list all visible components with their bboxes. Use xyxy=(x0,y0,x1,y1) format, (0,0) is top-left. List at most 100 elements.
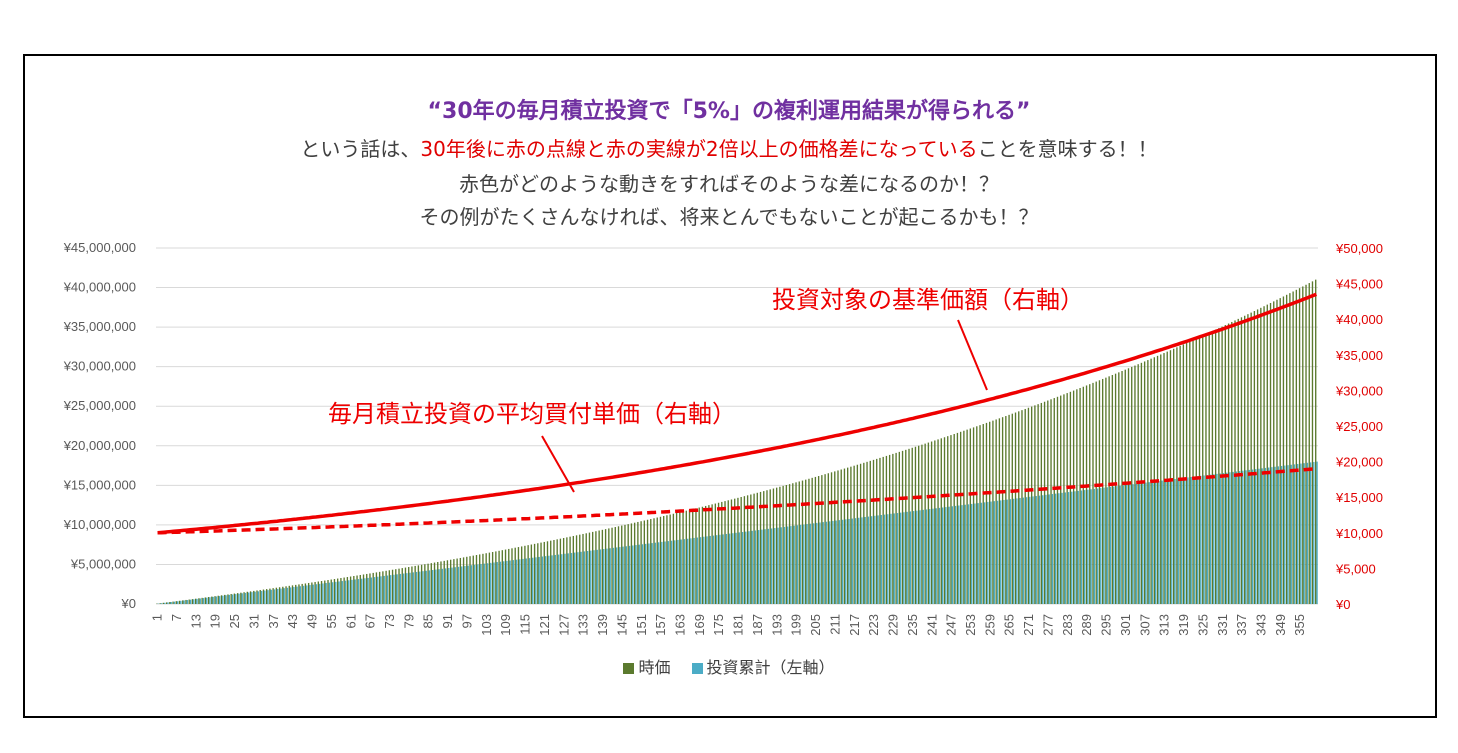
market-value-bar xyxy=(372,572,374,604)
invested-bar xyxy=(1193,476,1196,604)
market-value-bar xyxy=(921,444,923,604)
market-value-bar xyxy=(1030,406,1033,604)
market-value-bar xyxy=(1173,348,1175,604)
market-value-bar xyxy=(1163,353,1165,604)
market-value-bar xyxy=(785,485,788,604)
market-value-bar xyxy=(759,491,762,604)
invested-bar xyxy=(364,578,366,604)
invested-bar xyxy=(870,516,873,604)
x-tick-label: 271 xyxy=(1021,614,1036,636)
invested-bar xyxy=(251,592,253,604)
left-axis-ticks: ¥0 ¥5,000,000 ¥10,000,000 ¥15,000,000 ¥20,00… xyxy=(63,240,136,611)
market-value-bar xyxy=(1089,384,1091,604)
invested-bar xyxy=(893,513,895,604)
invested-bar xyxy=(796,525,799,604)
right-tick-label: ¥30,000 xyxy=(1335,383,1383,398)
invested-bar xyxy=(419,571,421,604)
market-value-bar xyxy=(679,512,681,604)
market-value-bar xyxy=(588,532,591,604)
annotation-base-price-leader xyxy=(957,319,988,391)
invested-bar xyxy=(693,537,695,604)
market-value-bar xyxy=(830,472,833,604)
invested-bar xyxy=(599,549,602,604)
market-value-bar xyxy=(188,599,190,604)
invested-bar xyxy=(745,531,747,604)
market-value-bar xyxy=(514,547,516,604)
legend: 時価 投資累計（左軸） xyxy=(0,654,1458,678)
invested-bar xyxy=(1222,473,1225,604)
invested-bar xyxy=(561,554,563,604)
invested-bar xyxy=(1258,468,1260,604)
market-value-bar xyxy=(734,498,736,604)
invested-bar xyxy=(1154,481,1157,604)
market-value-bar xyxy=(750,494,752,604)
x-tick-label: 229 xyxy=(886,614,901,636)
market-value-bar xyxy=(408,567,410,604)
invested-bar xyxy=(841,519,844,604)
market-value-bar xyxy=(1256,309,1259,604)
market-value-bar xyxy=(259,589,261,604)
market-value-bar xyxy=(272,588,274,604)
market-value-bar xyxy=(266,589,268,604)
invested-bar xyxy=(1042,495,1044,604)
invested-bar xyxy=(732,533,734,604)
market-value-bar xyxy=(491,552,494,604)
invested-bar xyxy=(1096,488,1099,604)
market-value-bar xyxy=(630,523,633,604)
invested-bar xyxy=(609,548,611,604)
market-value-bar xyxy=(356,575,358,604)
market-value-bar xyxy=(475,555,478,604)
invested-bar xyxy=(176,601,179,604)
x-tick-label: 313 xyxy=(1157,614,1172,636)
invested-bar xyxy=(386,575,389,604)
market-value-bar xyxy=(656,517,658,604)
invested-bar xyxy=(519,559,521,604)
market-value-bar xyxy=(885,455,888,604)
invested-bar xyxy=(280,588,282,604)
x-tick-label: 223 xyxy=(866,614,881,636)
market-value-bar xyxy=(814,476,817,604)
market-value-bar xyxy=(672,513,675,604)
invested-bar xyxy=(1100,488,1102,604)
x-tick-label: 1 xyxy=(150,614,165,621)
invested-bar xyxy=(189,599,192,604)
market-value-bar xyxy=(843,468,846,604)
market-value-bar xyxy=(611,527,613,604)
invested-bar xyxy=(1132,484,1134,604)
invested-bar xyxy=(202,598,205,604)
market-value-bar xyxy=(317,581,320,604)
market-value-bar xyxy=(453,559,455,604)
invested-bar xyxy=(1025,497,1028,604)
invested-bar xyxy=(983,502,986,604)
right-tick-label: ¥0 xyxy=(1335,597,1350,612)
invested-bar xyxy=(512,560,515,604)
invested-bar xyxy=(1087,489,1089,604)
invested-bar xyxy=(1264,467,1267,604)
market-value-bar xyxy=(714,503,717,604)
invested-bar xyxy=(803,524,805,604)
invested-bar xyxy=(267,590,269,604)
left-tick-label: ¥30,000,000 xyxy=(63,359,136,374)
market-value-bar xyxy=(837,470,839,604)
x-tick-label: 37 xyxy=(266,614,281,628)
invested-bar xyxy=(373,577,376,604)
x-tick-label: 241 xyxy=(924,614,939,636)
left-tick-label: ¥25,000,000 xyxy=(63,398,136,413)
x-tick-label: 103 xyxy=(479,614,494,636)
invested-bar xyxy=(615,547,618,604)
invested-bar xyxy=(338,581,340,604)
market-value-bar xyxy=(646,519,649,604)
invested-bar xyxy=(877,515,879,604)
left-tick-label: ¥40,000,000 xyxy=(63,280,136,295)
market-value-bar xyxy=(1208,332,1210,604)
market-value-bar xyxy=(740,496,742,604)
market-value-bar xyxy=(1205,334,1207,604)
invested-bar xyxy=(961,505,963,604)
market-value-bar xyxy=(1202,335,1204,604)
invested-bar xyxy=(1238,471,1241,604)
market-value-bar xyxy=(537,543,539,604)
invested-bar xyxy=(1058,493,1060,604)
market-value-bar xyxy=(553,539,555,604)
market-value-bar xyxy=(688,509,691,604)
market-value-bar xyxy=(643,520,646,604)
